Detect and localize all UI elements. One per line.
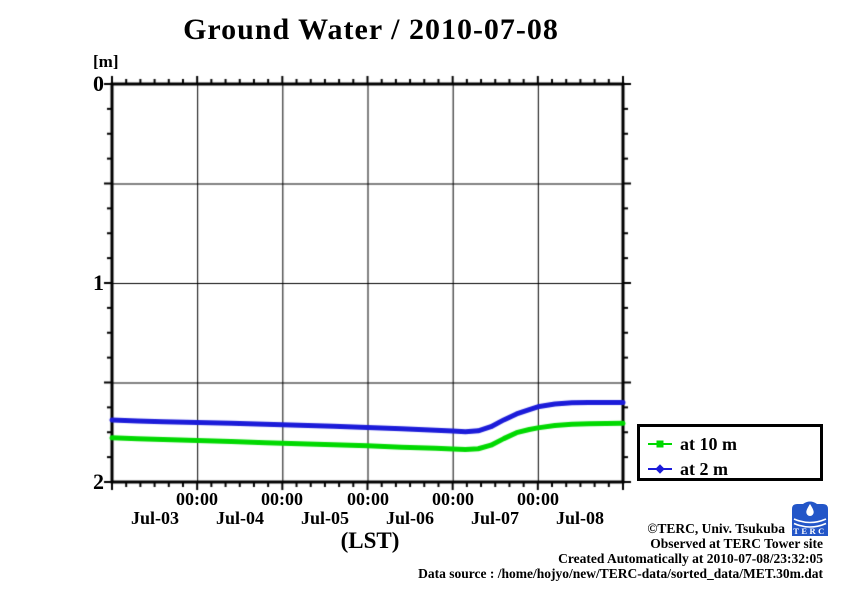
page-title: Ground Water / 2010-07-08 <box>183 13 559 46</box>
legend-label: at 10 m <box>680 433 737 454</box>
legend-item-at-2m: at 2 m <box>647 456 820 481</box>
legend-marker-diamond-icon <box>648 463 672 474</box>
legend-box: at 10 m at 2 m <box>637 424 823 481</box>
y-tick-label-1: 1 <box>93 270 104 295</box>
legend-item-at-10m: at 10 m <box>647 431 820 456</box>
footer-credit: ©TERC, Univ. Tsukuba <box>647 521 785 536</box>
x-time-label: 00:00 <box>261 489 303 509</box>
x-time-label: 00:00 <box>432 489 474 509</box>
y-tick-label-2: 2 <box>93 469 104 494</box>
x-time-label: 00:00 <box>176 489 218 509</box>
x-date-label: Jul-03 <box>130 508 179 528</box>
y-tick-label-0: 0 <box>93 71 104 96</box>
x-date-label: Jul-06 <box>385 508 434 528</box>
x-axis-label: (LST) <box>340 528 400 553</box>
x-time-label: 00:00 <box>517 489 559 509</box>
footer-site: Observed at TERC Tower site <box>650 536 823 551</box>
legend-label: at 2 m <box>680 458 728 479</box>
x-time-label: 00:00 <box>347 489 389 509</box>
footer-data-source: Data source : /home/hojyo/new/TERC-data/… <box>418 566 823 581</box>
y-axis-unit-label: [m] <box>93 52 119 71</box>
legend-marker-square-icon <box>648 440 672 447</box>
footer-created: Created Automatically at 2010-07-08/23:3… <box>558 551 823 566</box>
svg-text:TERC: TERC <box>793 526 827 536</box>
x-date-label: Jul-05 <box>300 508 349 528</box>
x-date-label: Jul-07 <box>470 508 519 528</box>
x-date-label: Jul-04 <box>215 508 264 528</box>
terc-logo-icon: TERC <box>792 501 828 536</box>
x-date-label: Jul-08 <box>555 508 604 528</box>
